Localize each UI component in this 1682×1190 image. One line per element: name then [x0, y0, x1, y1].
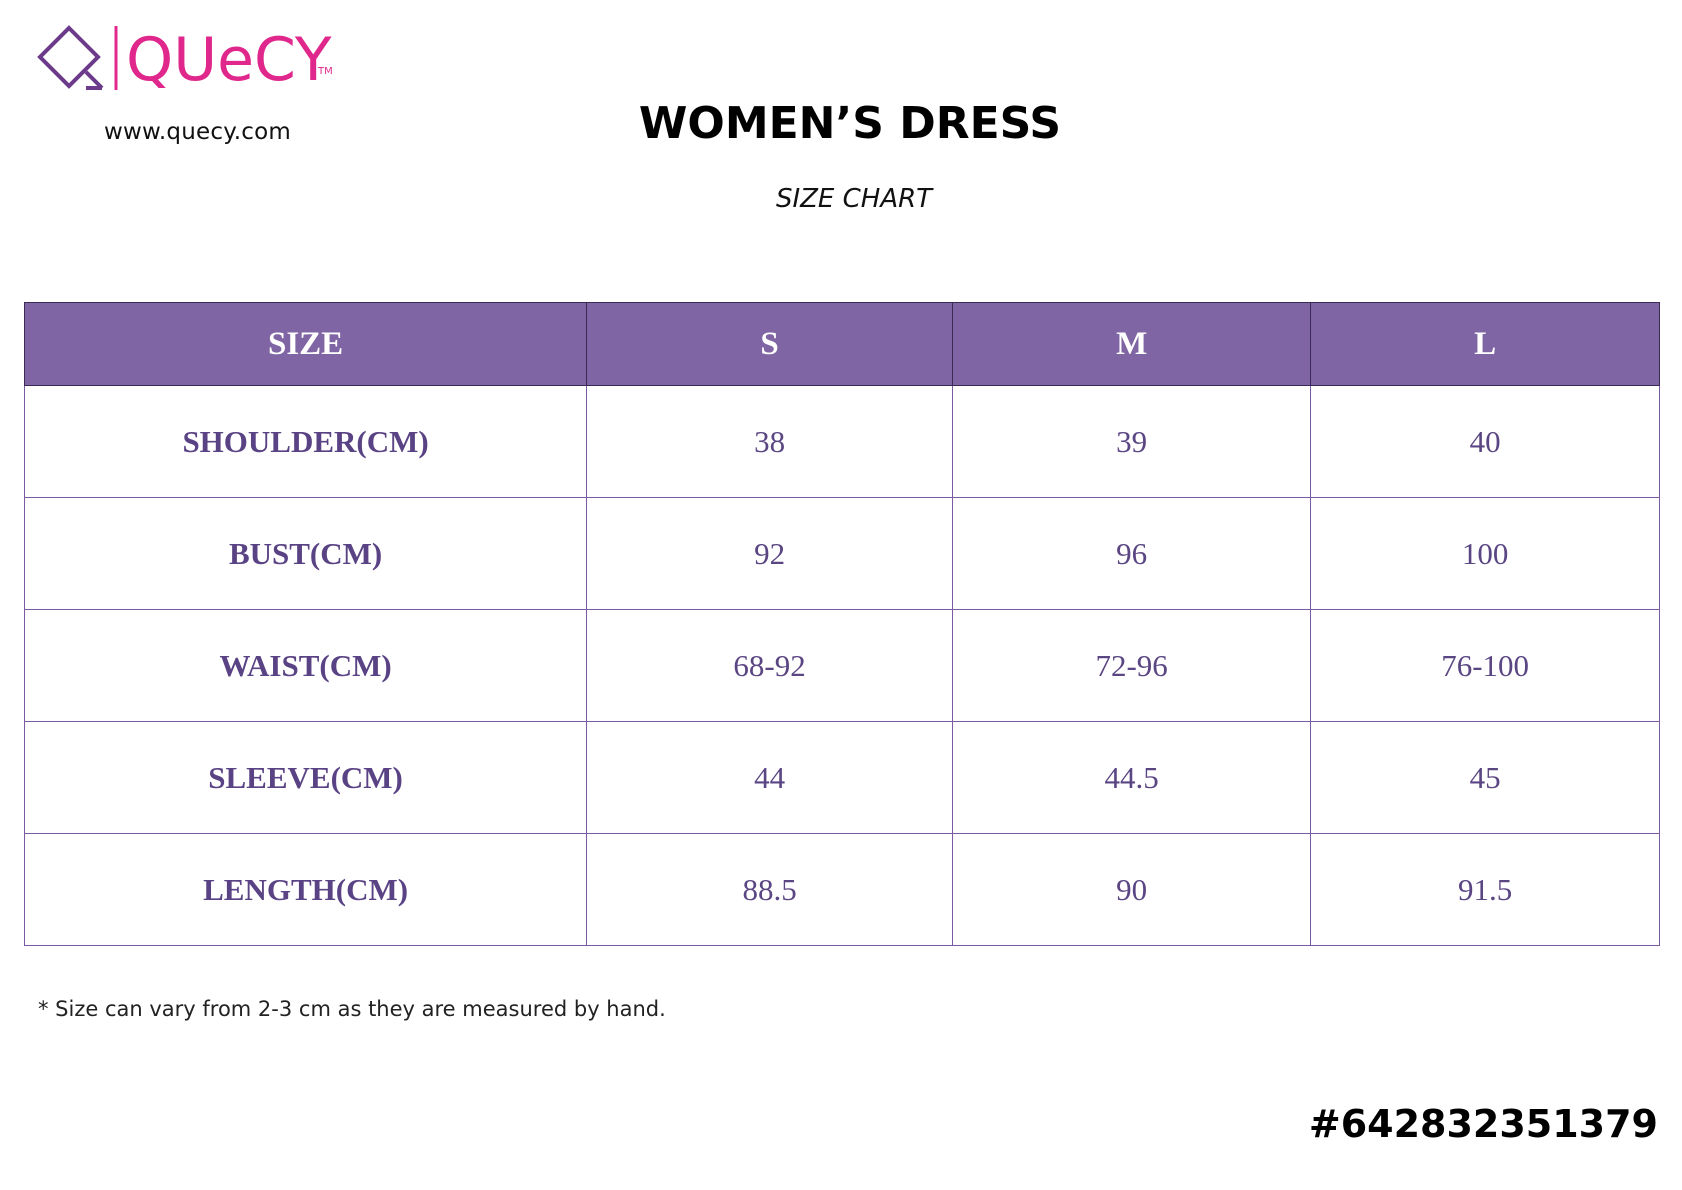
- brand-logo: QUeCY TM: [37, 25, 333, 95]
- table-cell: 45: [1310, 721, 1660, 834]
- header-l: L: [1310, 302, 1660, 386]
- table-cell: 39: [951, 385, 1312, 498]
- table-header-row: SIZE S M L: [23, 302, 1660, 386]
- table-cell: 100: [1310, 497, 1660, 610]
- page-title: WOMEN’S DRESS: [638, 98, 1062, 149]
- table-cell: 44: [586, 721, 953, 834]
- table-row: LENGTH(CM) 88.5 90 91.5: [23, 833, 1660, 946]
- size-chart-table: SIZE S M L SHOULDER(CM) 38 39 40 BUST(CM…: [23, 302, 1660, 946]
- table-row: SLEEVE(CM) 44 44.5 45: [23, 721, 1660, 834]
- table-cell: 91.5: [1310, 833, 1660, 946]
- row-label: SHOULDER(CM): [23, 385, 588, 498]
- table-cell: 90: [951, 833, 1312, 946]
- table-row: WAIST(CM) 68-92 72-96 76-100: [23, 609, 1660, 722]
- table-cell: 38: [586, 385, 953, 498]
- table-cell: 76-100: [1310, 609, 1660, 722]
- table-row: SHOULDER(CM) 38 39 40: [23, 385, 1660, 498]
- table-row: BUST(CM) 92 96 100: [23, 497, 1660, 610]
- measurement-note: * Size can vary from 2-3 cm as they are …: [38, 997, 666, 1021]
- row-label: SLEEVE(CM): [23, 721, 588, 834]
- table-cell: 88.5: [586, 833, 953, 946]
- product-code: #642832351379: [1308, 1102, 1658, 1146]
- header-size: SIZE: [23, 302, 588, 386]
- table-cell: 92: [586, 497, 953, 610]
- logo-wordmark: QUeCY: [126, 25, 332, 95]
- row-label: BUST(CM): [23, 497, 588, 610]
- row-label: WAIST(CM): [23, 609, 588, 722]
- header-s: S: [586, 302, 953, 386]
- logo-diamond-icon: [37, 25, 101, 89]
- page-subtitle: SIZE CHART: [775, 184, 933, 214]
- table-cell: 40: [1310, 385, 1660, 498]
- table-cell: 72-96: [951, 609, 1312, 722]
- table-cell: 68-92: [586, 609, 953, 722]
- logo-trademark: TM: [317, 66, 333, 77]
- table-cell: 96: [951, 497, 1312, 610]
- header-m: M: [951, 302, 1312, 386]
- row-label: LENGTH(CM): [23, 833, 588, 946]
- table-cell: 44.5: [951, 721, 1312, 834]
- site-url: www.quecy.com: [104, 119, 291, 145]
